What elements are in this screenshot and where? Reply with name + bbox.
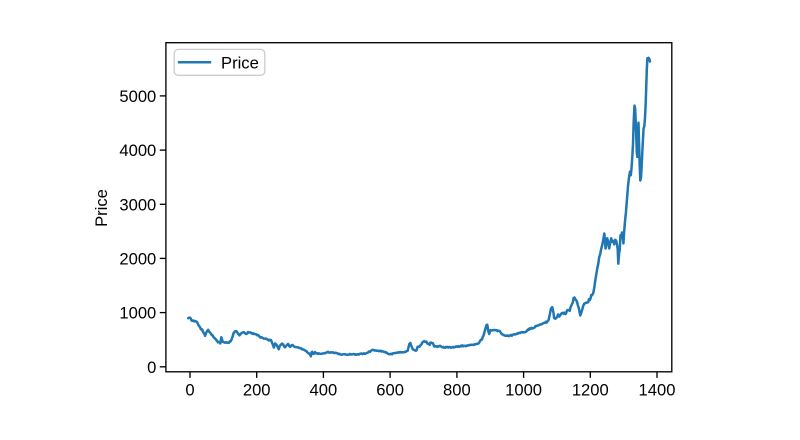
svg-text:4000: 4000	[119, 141, 156, 160]
svg-text:2000: 2000	[119, 250, 156, 269]
svg-text:1200: 1200	[572, 381, 609, 400]
svg-text:1000: 1000	[119, 304, 156, 323]
svg-text:400: 400	[310, 381, 338, 400]
svg-text:5000: 5000	[119, 87, 156, 106]
svg-text:Price: Price	[221, 53, 259, 72]
svg-text:3000: 3000	[119, 195, 156, 214]
svg-text:1000: 1000	[505, 381, 542, 400]
svg-text:1400: 1400	[639, 381, 676, 400]
svg-text:Price: Price	[92, 189, 111, 227]
svg-text:0: 0	[147, 358, 156, 377]
svg-text:800: 800	[443, 381, 471, 400]
svg-text:0: 0	[185, 381, 194, 400]
svg-text:600: 600	[376, 381, 404, 400]
svg-text:200: 200	[243, 381, 271, 400]
